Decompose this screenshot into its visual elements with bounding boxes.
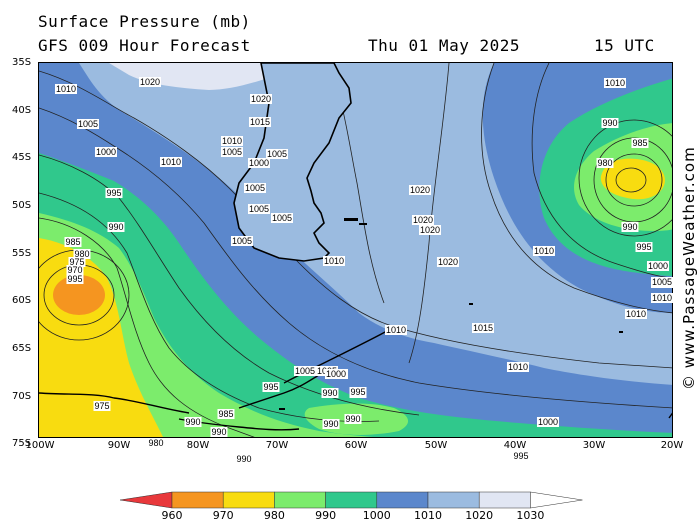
legend-swatch: [274, 491, 326, 509]
lat-label: 75S: [12, 438, 32, 449]
legend-label: 990: [315, 509, 337, 522]
legend-label: 1030: [516, 509, 545, 522]
lon-label: 70W: [265, 440, 289, 451]
lon-label: 20W: [660, 440, 684, 451]
lat-label: 35S: [12, 57, 32, 68]
low-core-west: [53, 275, 105, 315]
lat-label: 60S: [12, 295, 32, 306]
legend-swatch: [427, 491, 480, 509]
legend-swatch: [325, 491, 378, 509]
map-title: Surface Pressure (mb): [38, 12, 251, 31]
isobar-label: 980: [147, 438, 165, 448]
antarctic-peninsula: [39, 330, 672, 431]
lat-label: 55S: [12, 248, 32, 259]
isobar-lines: [39, 63, 672, 437]
legend-swatch: [530, 491, 583, 509]
lat-label: 50S: [12, 200, 32, 211]
legend-label: 980: [263, 509, 285, 522]
legend-swatch: [171, 491, 224, 509]
band-970-980-east: [600, 158, 665, 200]
lat-label: 70S: [12, 391, 32, 402]
band-1020-1030: [109, 63, 279, 90]
legend-swatch: [222, 491, 275, 509]
lon-label: 90W: [107, 440, 131, 451]
pressure-map: [38, 62, 673, 438]
lat-label: 65S: [12, 343, 32, 354]
legend-label: 970: [212, 509, 234, 522]
forecast-date: Thu 01 May 2025: [368, 36, 520, 55]
legend-label: 1020: [465, 509, 494, 522]
map-subtitle: GFS 009 Hour Forecast: [38, 36, 251, 55]
isobar-label: 995: [512, 451, 530, 461]
lon-label: 80W: [186, 440, 210, 451]
isobar-label: 990: [235, 454, 253, 464]
lat-label: 40S: [12, 105, 32, 116]
legend-label: 960: [161, 509, 183, 522]
lon-label: 30W: [582, 440, 606, 451]
color-legend: [119, 491, 583, 509]
pressure-map-canvas: [39, 63, 672, 437]
legend-swatch: [478, 491, 531, 509]
lon-label: 50W: [424, 440, 448, 451]
lon-label: 60W: [344, 440, 368, 451]
forecast-time: 15 UTC: [594, 36, 655, 55]
legend-swatch: [119, 491, 173, 509]
lon-label: 100W: [25, 440, 55, 451]
lat-label: 45S: [12, 152, 32, 163]
band-990-1000: [39, 153, 672, 437]
legend-label: 1010: [414, 509, 442, 522]
legend-label: 1000: [362, 509, 391, 522]
legend-swatch: [376, 491, 429, 509]
watermark: © www.PassageWeather.com: [680, 146, 698, 390]
lon-label: 40W: [503, 440, 527, 451]
